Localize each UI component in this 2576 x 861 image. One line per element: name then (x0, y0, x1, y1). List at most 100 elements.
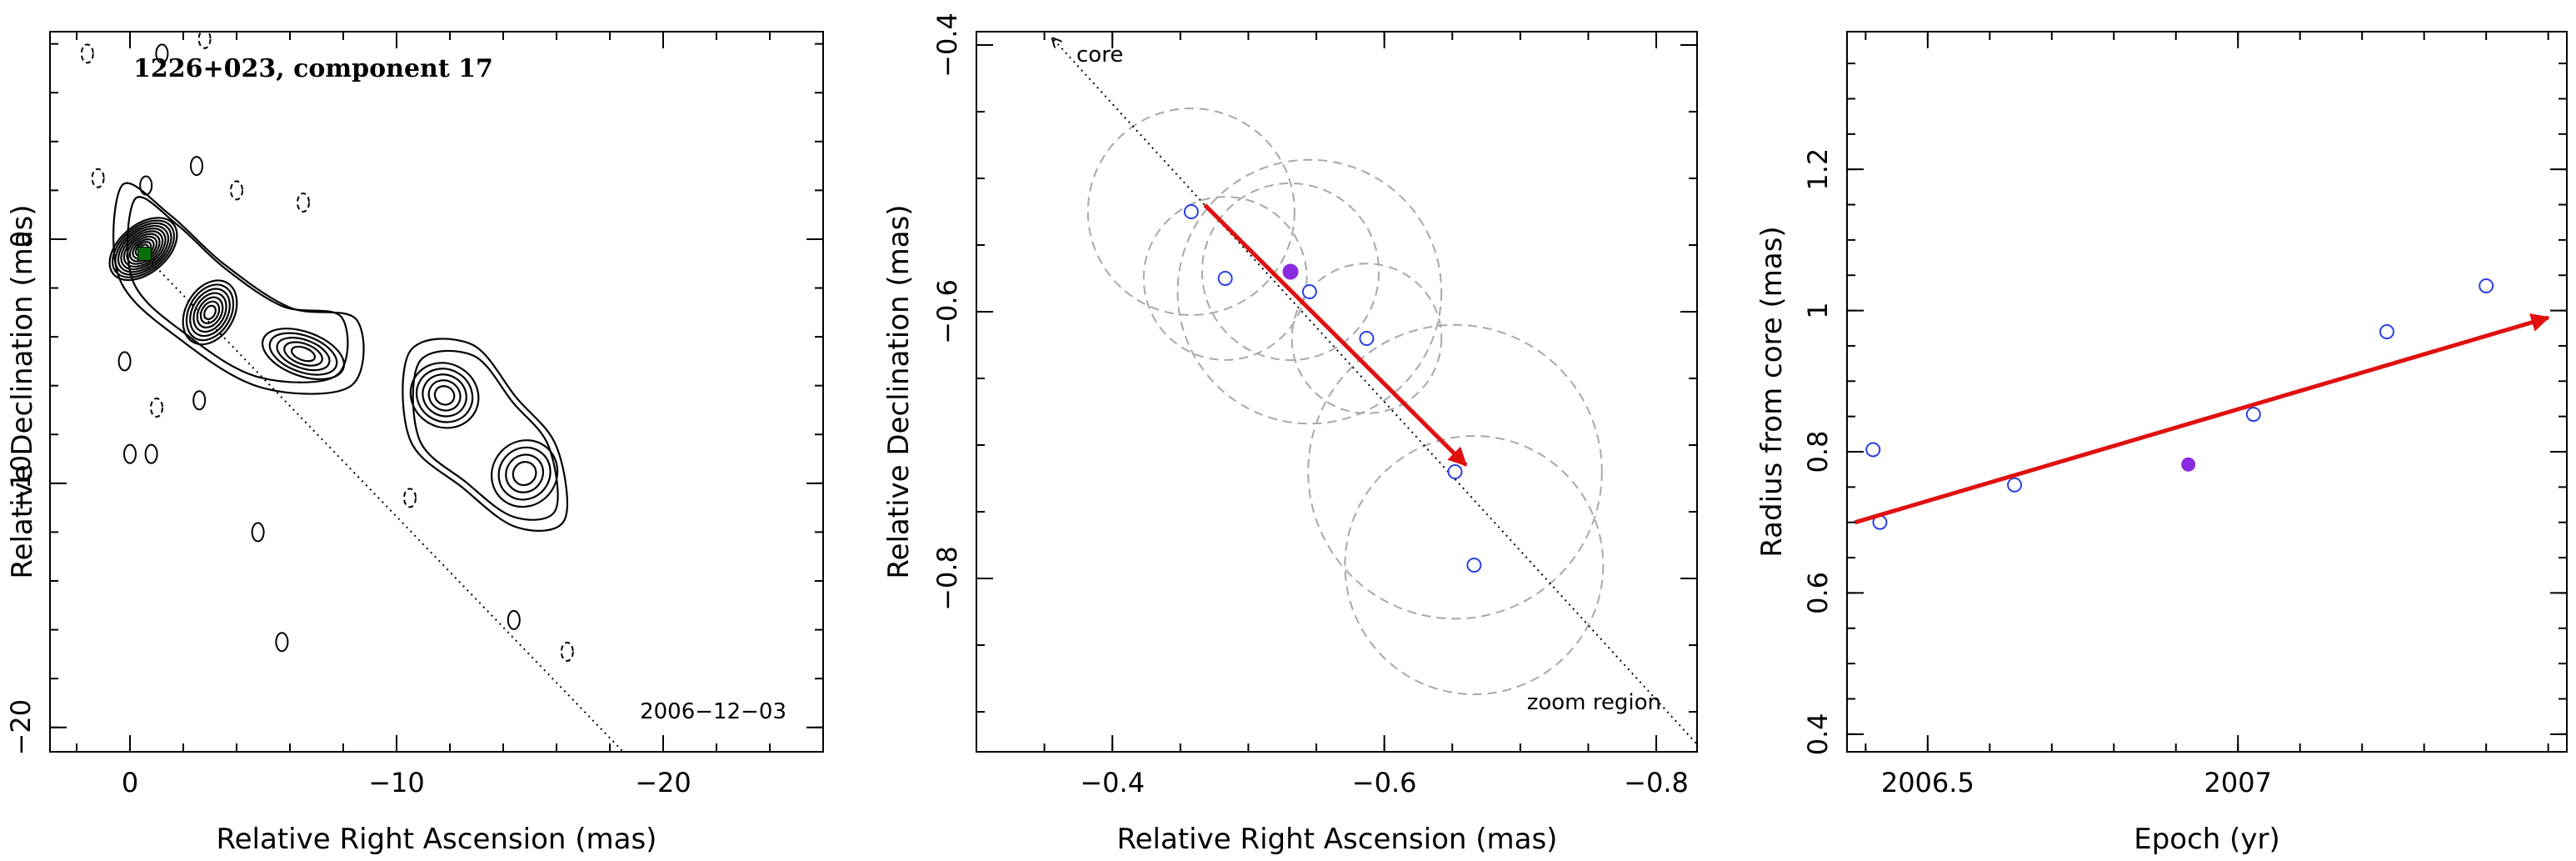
noise-contour-blob (251, 522, 265, 543)
knot-contour (290, 345, 317, 363)
error-circle (1142, 196, 1308, 361)
core-label: core (1076, 43, 1123, 68)
open-point (1217, 271, 1233, 286)
y-tick-label: 1.2 (1802, 148, 1834, 191)
negative-contour-blob (91, 168, 105, 188)
panel-radius-epoch: 2006.5 2007 0.4 0.6 0.8 1 1.2 Epoch (yr) Radi… (1755, 31, 2568, 856)
filled-point (1282, 263, 1299, 280)
jet-inner-contour (412, 349, 559, 521)
panel-title: 1226+023, component 17 (133, 54, 493, 83)
noise-contour-blob (275, 632, 289, 653)
open-point (2379, 324, 2394, 339)
panel-zoom-positions: −0.4 −0.6 −0.8 −0.4 −0.6 −0.8 core zoom regi… (882, 13, 1698, 856)
error-circle (1201, 182, 1380, 362)
jet-outer-contour (112, 182, 365, 395)
open-point (2479, 278, 2494, 293)
knot-contour (114, 222, 172, 276)
plot-frame-zoom (976, 31, 1698, 753)
x-tick-labels-zoom: −0.4 −0.6 −0.8 (1080, 767, 1689, 798)
jet-inner-contour (127, 196, 349, 383)
panel-contour-map: 0 −10 −20 0 −10 −20 1226+023, component 17 2… (5, 31, 824, 856)
knot-contour (182, 279, 238, 346)
x-tick-labels-contour: 0 −10 −20 (122, 767, 691, 798)
error-circle (1086, 108, 1295, 316)
zoom-plot-area (1052, 38, 1697, 746)
knot-contour (268, 332, 338, 376)
knot-contour (203, 304, 217, 320)
negative-contour-blob (80, 43, 94, 64)
open-point (1865, 442, 1881, 458)
trend-arrow (1854, 313, 2550, 525)
y-tick-label: 0.4 (1802, 713, 1834, 755)
y-axis-title-zoom: Relative Declination (mas) (882, 204, 916, 578)
noise-contour-blob (507, 609, 521, 630)
noise-contour-blob (117, 351, 132, 372)
radius-points (1865, 278, 2494, 530)
y-tick-labels-radius: 0.4 0.6 0.8 1 1.2 (1802, 148, 1834, 756)
y-tick-label: 0.8 (1802, 431, 1834, 473)
x-axis-title-zoom: Relative Right Ascension (mas) (1117, 823, 1558, 856)
knot-contour (416, 368, 474, 423)
open-point (1301, 284, 1317, 299)
noise-contour-blob (190, 156, 203, 177)
core-direction-dotted-line (1052, 38, 1697, 746)
y-tick-labels-zoom: −0.4 −0.6 −0.8 (931, 13, 963, 611)
x-tick-label: −10 (368, 767, 425, 798)
x-axis-title-contour: Relative Right Ascension (mas) (217, 823, 657, 856)
knot-contour (185, 283, 235, 342)
knot-contour (117, 224, 170, 273)
negative-contour-blob (297, 193, 310, 213)
y-tick-label: −20 (5, 699, 37, 756)
knot-contour (491, 439, 559, 508)
knot-contour (199, 300, 221, 325)
position-points (1183, 204, 1482, 573)
y-axis-title-radius: Radius from core (mas) (1755, 226, 1789, 557)
error-circle (1176, 158, 1443, 425)
y-tick-label: −0.4 (931, 13, 963, 78)
open-point (1183, 204, 1199, 219)
x-tick-label: −0.4 (1080, 767, 1145, 798)
negative-contour-blob (230, 180, 243, 201)
radius-plot-area (1854, 278, 2550, 530)
plot-frame-radius (1846, 31, 2568, 753)
knot-contour (283, 341, 323, 367)
knot-contour (276, 337, 331, 372)
open-point (1466, 558, 1482, 573)
open-point (1447, 464, 1463, 479)
jet-axis-dotted-line (142, 253, 624, 752)
x-axis-title-radius: Epoch (yr) (2134, 823, 2280, 856)
x-tick-label: 0 (122, 767, 138, 798)
error-circle (1307, 323, 1603, 620)
knot-contour (422, 373, 467, 418)
knot-contour (196, 296, 224, 329)
noise-contour-blob (144, 443, 158, 464)
noise-contour-blob (123, 443, 137, 464)
motion-arrow (1203, 203, 1468, 467)
y-tick-label: −10 (5, 455, 37, 512)
x-tick-label: −0.6 (1352, 767, 1417, 798)
open-point (2245, 407, 2261, 423)
x-tick-label: 2006.5 (1881, 767, 1974, 798)
tick-marks-zoom (976, 32, 1697, 752)
core-direction-line (1052, 38, 1697, 746)
jet-outer-contour (402, 338, 568, 532)
motion-vector-arrow (1203, 203, 1468, 467)
knot-contour (427, 379, 462, 412)
open-point (1359, 331, 1375, 346)
noise-contour-blob (139, 175, 153, 196)
x-tick-label: 2007 (2204, 767, 2272, 798)
y-tick-label: 1 (1802, 302, 1834, 318)
knot-contour (433, 385, 456, 406)
negative-contour-blob (403, 488, 417, 508)
y-tick-label: −0.8 (931, 546, 963, 611)
tick-marks-radius (1847, 32, 2567, 752)
contour-plot-area (80, 32, 624, 752)
knot-contour (505, 453, 545, 493)
knot-contour (189, 288, 231, 338)
trend-fit-arrow (1854, 313, 2550, 525)
component-marker (137, 247, 152, 262)
knot-contour (512, 461, 537, 487)
y-axis-title-contour: Relative Declination (mas) (6, 204, 39, 578)
x-tick-labels-radius: 2006.5 2007 (1881, 767, 2272, 798)
